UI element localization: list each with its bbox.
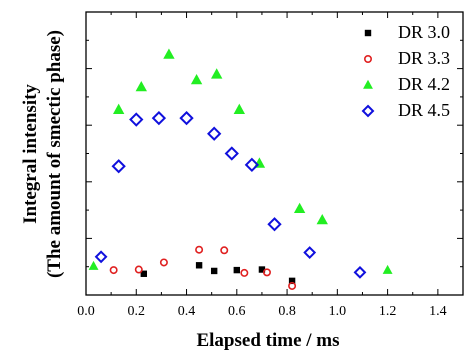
series-dr-3-3 <box>109 245 297 290</box>
legend: DR 3.0 DR 3.3 DR 4.2 DR 4.5 <box>361 22 450 120</box>
data-point <box>112 103 125 114</box>
x-tick-label: 0.0 <box>77 304 95 319</box>
legend-marker <box>361 104 375 118</box>
data-point <box>94 250 108 264</box>
legend-marker <box>363 54 372 63</box>
data-point <box>267 217 282 232</box>
data-point <box>288 281 297 290</box>
x-tick-label: 0.8 <box>278 304 296 319</box>
data-point <box>293 202 306 213</box>
data-point <box>195 245 204 254</box>
series-dr-4-5 <box>94 110 367 279</box>
y-axis-title-line1: Integral intensity <box>20 84 41 224</box>
data-point <box>303 246 317 259</box>
data-point <box>233 266 240 274</box>
data-point <box>244 157 260 172</box>
data-point <box>353 265 367 279</box>
data-point <box>190 73 203 85</box>
data-point <box>262 268 271 277</box>
series-dr-3-0 <box>140 262 296 285</box>
data-point <box>316 214 328 225</box>
data-point <box>159 258 168 267</box>
data-point <box>163 48 175 59</box>
data-point <box>233 103 245 114</box>
data-point <box>224 146 239 161</box>
x-tick-label: 0.2 <box>128 304 146 319</box>
data-point <box>207 126 222 141</box>
data-point <box>210 267 218 275</box>
data-point <box>88 260 99 270</box>
legend-marker <box>364 29 372 37</box>
x-tick-label: 1.4 <box>429 304 447 319</box>
legend-marker <box>363 79 373 89</box>
y-axis-title-line2: (The amount of smectic phase) <box>44 30 65 278</box>
data-point <box>288 277 296 285</box>
x-tick-label: 1.0 <box>329 304 347 319</box>
data-point <box>240 268 249 277</box>
x-axis-ticks: 0.0 0.2 0.4 0.6 0.8 1.0 1.2 1.4 <box>77 12 464 319</box>
data-point <box>179 110 194 126</box>
data-point <box>195 262 203 269</box>
x-tick-label: 0.4 <box>178 304 196 319</box>
legend-label: DR 3.0 <box>398 22 450 42</box>
data-series <box>88 48 393 290</box>
data-point <box>109 266 118 275</box>
data-point <box>151 110 167 126</box>
data-point <box>111 159 126 174</box>
x-tick-label: 0.6 <box>228 304 246 319</box>
data-point <box>211 68 223 79</box>
data-point <box>129 112 144 127</box>
legend-label: DR 4.2 <box>398 74 450 94</box>
data-point <box>258 266 266 273</box>
data-point <box>220 246 229 255</box>
data-point <box>134 265 143 274</box>
x-axis-title: Elapsed time / ms <box>196 330 339 351</box>
series-dr-4-2 <box>88 48 393 274</box>
y-axis-ticks <box>86 11 463 296</box>
legend-label: DR 4.5 <box>398 100 450 120</box>
legend-label: DR 3.3 <box>398 48 450 68</box>
data-point <box>135 81 147 92</box>
data-point <box>382 264 393 274</box>
data-point <box>140 270 148 277</box>
x-tick-label: 1.2 <box>379 304 397 319</box>
